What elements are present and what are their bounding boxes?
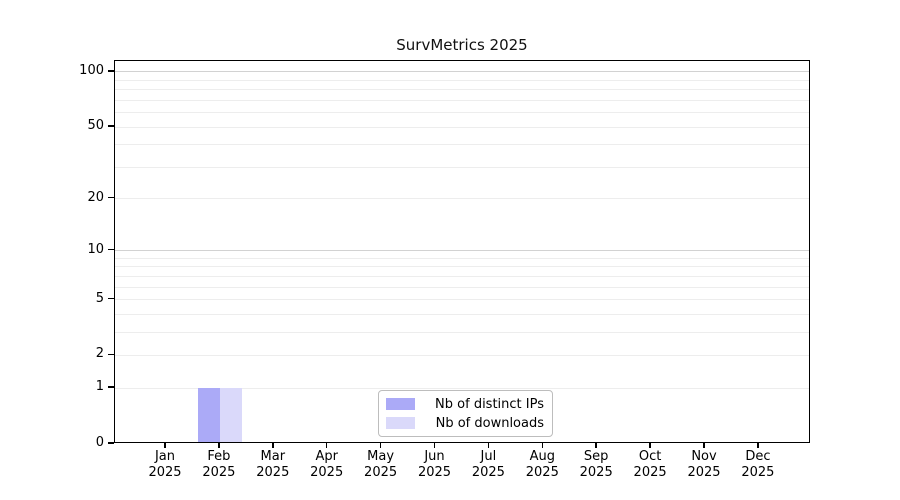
y-tick-mark	[108, 353, 114, 356]
x-tick-mark	[757, 443, 759, 448]
minor-gridline	[115, 112, 809, 114]
x-tick-mark	[272, 443, 274, 448]
x-tick-label-line: Sep	[583, 449, 609, 464]
x-tick-label-line: 2025	[148, 464, 182, 480]
x-tick-mark	[433, 443, 436, 448]
x-tick-label-aug: Aug 2025	[514, 449, 570, 480]
x-tick-label-oct: Oct 2025	[622, 449, 678, 480]
x-tick-label-line: 2025	[579, 464, 613, 480]
chart-title: SurvMetrics 2025	[396, 36, 528, 54]
x-tick-mark	[703, 443, 705, 448]
x-tick-label-line: 2025	[310, 464, 344, 480]
x-tick-label-line: Jun	[424, 449, 445, 464]
x-tick-label-line: Apr	[315, 449, 338, 464]
x-tick-mark	[218, 443, 220, 448]
x-tick-mark	[379, 443, 382, 448]
y-tick-mark	[108, 125, 114, 127]
y-tick-mark	[108, 196, 114, 199]
bar-feb-distinct-ips	[197, 387, 220, 442]
minor-gridline	[115, 313, 809, 315]
minor-gridline	[115, 99, 809, 101]
bar-feb-downloads	[219, 387, 242, 442]
x-tick-label-line: 2025	[633, 464, 667, 480]
x-tick-label-feb: Feb 2025	[191, 449, 247, 480]
x-tick-label-line: Feb	[207, 449, 231, 464]
minor-gridline	[115, 257, 809, 259]
x-tick-label-jan: Jan 2025	[137, 449, 193, 480]
x-tick-label-jul: Jul 2025	[460, 449, 516, 480]
minor-gridline	[115, 126, 809, 128]
minor-gridline	[115, 266, 809, 268]
x-tick-label-line: Dec	[745, 449, 771, 464]
x-tick-label-line: Aug	[529, 449, 555, 464]
minor-gridline	[115, 144, 809, 146]
legend-entry-downloads: Nb of downloads	[386, 415, 544, 431]
minor-gridline	[115, 166, 809, 168]
y-tick-label: 20	[87, 189, 104, 205]
major-gridline	[115, 71, 809, 73]
y-tick-mark	[108, 297, 114, 300]
y-tick-label: 2	[95, 346, 104, 362]
minor-gridline	[115, 331, 809, 333]
x-tick-label-line: Nov	[691, 449, 717, 464]
x-tick-label-may: May 2025	[353, 449, 409, 480]
x-tick-label-line: Jul	[480, 449, 497, 464]
x-tick-label-line: Oct	[638, 449, 662, 464]
legend-swatch-downloads	[386, 417, 415, 429]
x-tick-label-line: 2025	[417, 464, 452, 480]
x-tick-mark	[325, 443, 328, 448]
minor-gridline	[115, 299, 809, 301]
y-tick-label: 50	[87, 118, 104, 134]
minor-gridline	[115, 275, 809, 277]
plot-area	[114, 60, 810, 443]
y-tick-mark	[108, 70, 114, 72]
legend-label-downloads: Nb of downloads	[435, 415, 544, 431]
x-tick-label-nov: Nov 2025	[676, 449, 732, 480]
y-tick-mark	[108, 442, 114, 444]
minor-gridline	[115, 198, 809, 200]
minor-gridline	[115, 387, 809, 389]
y-tick-label: 0	[95, 435, 104, 450]
x-tick-label-line: 2025	[471, 464, 505, 480]
x-tick-label-jun: Jun 2025	[407, 449, 463, 480]
x-tick-label-line: 2025	[687, 464, 721, 480]
legend-swatch-distinct-ips	[386, 398, 415, 410]
y-tick-label: 1	[95, 379, 104, 395]
y-tick-mark	[108, 248, 114, 251]
y-tick-label: 100	[79, 62, 104, 78]
legend: Nb of distinct IPs Nb of downloads	[378, 390, 553, 437]
y-tick-label: 5	[95, 290, 104, 306]
x-tick-label-line: Mar	[260, 449, 286, 464]
x-tick-mark	[541, 443, 544, 448]
x-tick-label-line: 2025	[525, 464, 559, 480]
y-tick-label: 10	[87, 241, 104, 257]
x-tick-mark	[487, 443, 490, 448]
minor-gridline	[115, 286, 809, 288]
legend-label-distinct-ips: Nb of distinct IPs	[435, 396, 544, 412]
x-tick-label-sep: Sep 2025	[568, 449, 624, 480]
x-tick-mark	[164, 443, 166, 448]
minor-gridline	[115, 354, 809, 356]
major-gridline	[115, 250, 809, 252]
x-tick-mark	[649, 443, 651, 448]
y-tick-mark	[108, 386, 114, 388]
legend-entry-distinct-ips: Nb of distinct IPs	[386, 396, 544, 412]
x-tick-label-line: 2025	[364, 464, 398, 480]
x-tick-mark	[595, 443, 597, 448]
x-tick-label-apr: Apr 2025	[299, 449, 355, 480]
x-tick-label-line: 2025	[741, 464, 775, 480]
minor-gridline	[115, 89, 809, 91]
x-tick-label-line: 2025	[256, 464, 290, 480]
minor-gridline	[115, 79, 809, 81]
x-tick-label-dec: Dec 2025	[730, 449, 786, 480]
x-tick-label-line: May	[367, 449, 395, 464]
x-tick-label-mar: Mar 2025	[245, 449, 301, 480]
x-tick-label-line: Jan	[154, 449, 176, 464]
x-tick-label-line: 2025	[202, 464, 236, 480]
